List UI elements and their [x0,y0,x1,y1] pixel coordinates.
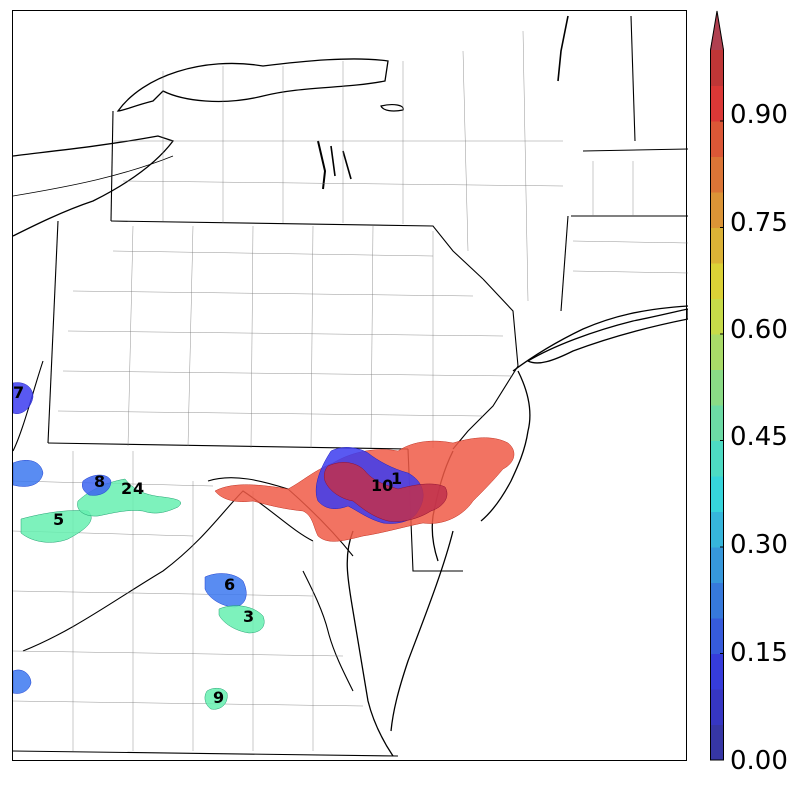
colorbar-segment [710,511,724,548]
finger-lake-2 [330,145,336,177]
colorbar-tick-1: 0.15 [730,638,788,668]
colorbar-segment [710,689,724,725]
finger-lake-3 [342,150,352,180]
colorbar-segment [710,50,724,86]
chesapeake-bay [346,530,394,757]
region-southwest-blue [13,669,32,694]
pa-nj-border [452,278,519,450]
colorbar-segment [710,85,724,122]
region-3-green [218,605,265,634]
finger-lake-1 [317,140,327,190]
region-label-3: 3 [243,607,255,626]
ny-north-border [110,110,114,222]
oneida-lake [380,104,404,112]
region-label-10: 10 [371,476,394,495]
region-6-blue [204,573,247,608]
lake-erie-shoreline [13,135,175,237]
region-label-4: 4 [133,479,145,498]
region-1-darkred [323,462,448,522]
region-label-7: 7 [13,383,25,402]
colorbar-segment [710,724,724,761]
long-island [526,308,688,364]
va-nc-border [13,750,399,757]
region-9-green [204,688,228,710]
region-5-green [20,510,92,543]
colorbar-segment [710,192,724,228]
region-label-8: 8 [94,472,106,491]
colorbar-segment [710,369,724,406]
colorbar-segment [710,440,724,477]
map-frame: 1 10 2 4 8 5 6 3 9 7 [12,10,688,761]
colorbar-segment [710,156,724,193]
region-label-2: 2 [121,479,133,498]
wv-va-border [22,490,314,652]
long-island-sound [512,305,688,372]
colorbar-tick-5: 0.75 [730,208,788,238]
ny-pa-border [110,220,484,280]
ny-ct-border [560,215,569,312]
colorbar-tick-3: 0.45 [730,422,788,452]
colorbar-tick-2: 0.30 [730,530,788,560]
colorbar-tick-4: 0.60 [730,315,788,345]
colorbar-segment [710,582,724,619]
colorbar-tick-6: 0.90 [730,100,788,130]
region-label-9: 9 [213,688,225,707]
lake-erie-south-shore [13,155,174,197]
chesapeake-west [302,570,354,692]
region-7-blue [13,382,34,414]
region-label-5: 5 [53,510,65,529]
colorbar [710,10,724,761]
colorbar-segment [710,334,724,370]
colorbar-segment [710,653,724,690]
lake-champlain [557,15,569,82]
nh-vt-border [630,15,636,142]
colorbar-extend-max [710,11,724,50]
vt-border [582,148,688,152]
delmarva-coast [390,530,454,732]
region-8-blue [82,474,112,496]
county-boundaries [13,30,688,751]
region-west-blue [13,460,44,487]
colorbar-segment [710,618,724,654]
colorbar-segment [710,476,724,512]
colorbar-segment [710,121,724,157]
colorbar-segment [710,227,724,264]
lake-ontario-shoreline [116,58,389,112]
ohio-river [13,360,44,452]
pa-west-border [47,220,59,444]
nj-coast [480,370,531,522]
colorbar-segment [710,405,724,441]
region-label-6: 6 [224,575,236,594]
colorbar-segment [710,263,724,299]
map-canvas [13,15,688,757]
colorbar-tick-0: 0.00 [730,746,788,776]
colorbar-segment [710,298,724,335]
region-label-1: 1 [391,469,403,488]
colorbar-segment [710,547,724,583]
